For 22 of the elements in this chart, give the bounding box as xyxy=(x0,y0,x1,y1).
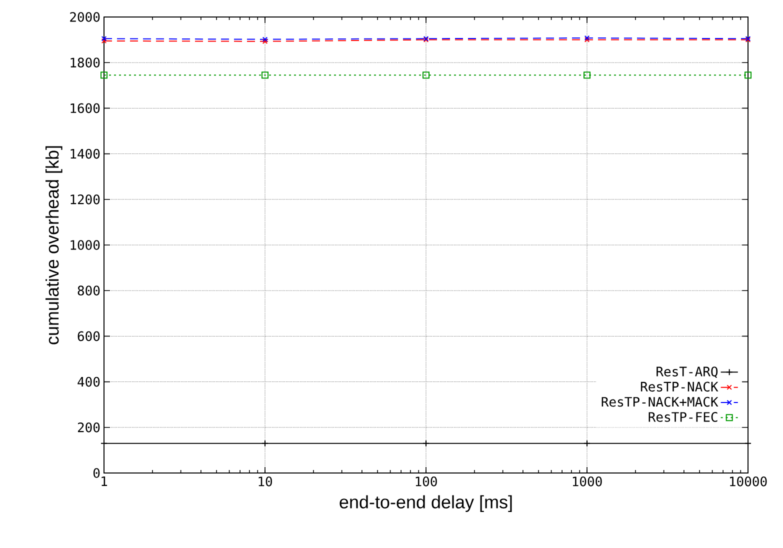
y-tick-label: 1600 xyxy=(70,103,100,114)
legend-label: ResTP-NACK+MACK xyxy=(602,396,718,407)
x-tick-label: 100 xyxy=(416,476,437,486)
x-tick-label: 10000 xyxy=(730,476,767,486)
y-tick-label: 1400 xyxy=(70,148,100,159)
legend-label: ResT-ARQ xyxy=(656,366,718,378)
x-tick-label: 10 xyxy=(258,476,272,486)
y-tick-label: 1800 xyxy=(70,58,100,68)
y-tick-label: 1000 xyxy=(70,240,100,250)
x-tick-label: 1000 xyxy=(572,476,602,486)
y-tick-label: 800 xyxy=(78,286,100,296)
y-tick-label: 200 xyxy=(78,422,100,432)
legend-label: ResTP-FEC xyxy=(648,412,718,422)
y-tick-label: 0 xyxy=(93,468,100,478)
y-tick-label: 2000 xyxy=(70,12,100,22)
y-tick-label: 1200 xyxy=(70,194,100,204)
x-tick-label: 1 xyxy=(102,476,108,486)
legend-label: ResTP-NACK xyxy=(640,382,718,392)
x-axis-title: end-to-end delay [ms] xyxy=(340,495,512,512)
y-axis-title: cumulative overhead [kb] xyxy=(46,146,62,344)
y-tick-label: 400 xyxy=(78,376,100,387)
y-tick-label: 600 xyxy=(78,331,100,342)
